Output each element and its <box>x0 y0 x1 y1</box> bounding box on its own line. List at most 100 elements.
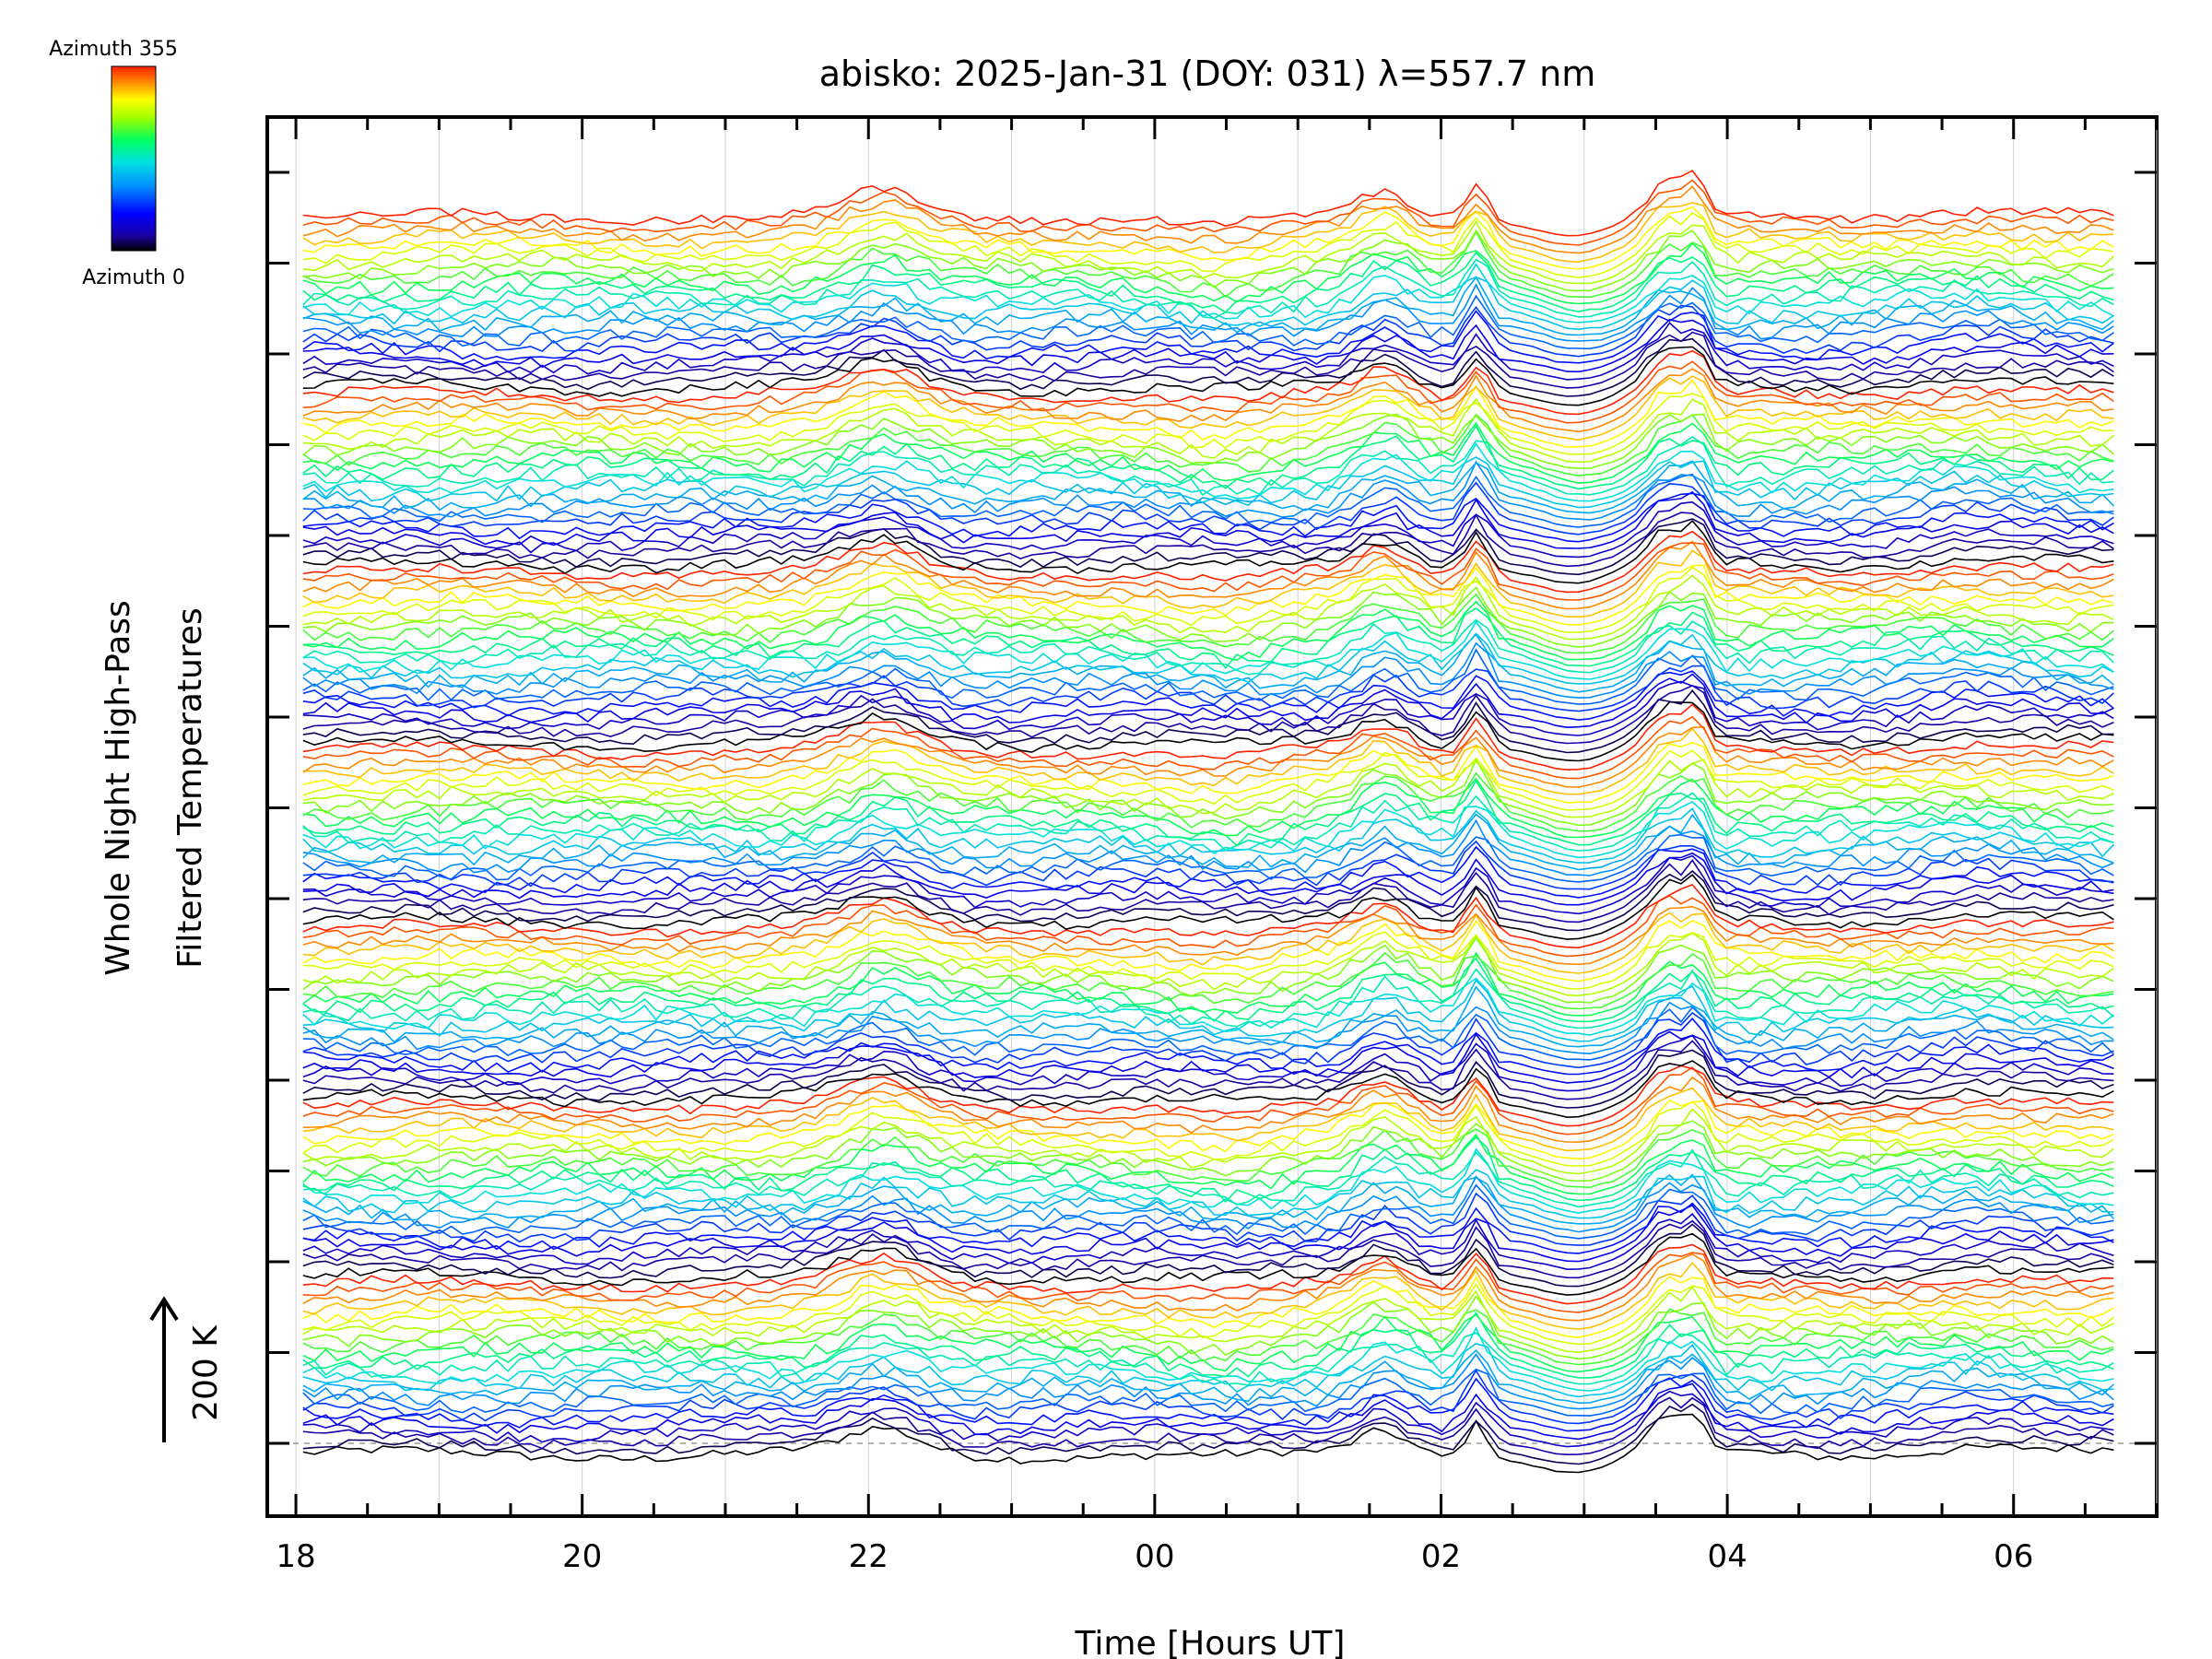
azimuth-trace <box>302 283 2114 342</box>
azimuth-trace <box>302 968 2114 1030</box>
colorbar-gradient <box>111 65 157 252</box>
azimuth-trace <box>302 1276 2114 1338</box>
azimuth-trace <box>302 512 2114 568</box>
azimuth-trace <box>302 219 2114 285</box>
x-tick-label: 06 <box>1994 1538 2033 1575</box>
azimuth-trace <box>302 919 2114 982</box>
azimuth-trace <box>302 873 2114 940</box>
azimuth-trace <box>302 1030 2114 1084</box>
azimuth-trace <box>302 806 2114 864</box>
azimuth-trace <box>302 460 2114 514</box>
azimuth-trace <box>302 979 2114 1042</box>
azimuth-trace <box>302 397 2114 464</box>
azimuth-trace <box>302 179 2114 246</box>
azimuth-trace <box>302 1034 2114 1092</box>
azimuth-trace <box>302 170 2114 237</box>
azimuth-trace <box>302 436 2114 497</box>
azimuth-trace <box>302 481 2114 535</box>
x-tick-label: 22 <box>849 1538 888 1575</box>
azimuth-trace <box>302 413 2114 470</box>
azimuth-trace <box>302 1120 2114 1182</box>
azimuth-trace <box>302 632 2114 685</box>
azimuth-trace <box>302 490 2114 549</box>
azimuth-trace <box>302 349 2114 416</box>
colorbar-top-label: Azimuth 355 <box>49 38 178 61</box>
azimuth-trace <box>302 852 2114 906</box>
azimuth-trace <box>302 1283 2114 1346</box>
traces <box>302 170 2115 1474</box>
azimuth-trace <box>302 1348 2114 1405</box>
azimuth-trace <box>302 424 2114 490</box>
azimuth-trace <box>302 368 2114 433</box>
azimuth-trace <box>302 566 2114 633</box>
azimuth-trace <box>302 1183 2114 1240</box>
azimuth-trace <box>302 1040 2114 1100</box>
azimuth-trace <box>302 951 2114 1017</box>
x-tick-label: 04 <box>1707 1538 1747 1575</box>
azimuth-trace <box>302 542 2114 601</box>
scale-arrow-head <box>149 1296 179 1322</box>
azimuth-trace <box>302 741 2114 804</box>
azimuth-trace <box>302 304 2114 358</box>
azimuth-trace <box>302 912 2114 974</box>
x-tick-label: 20 <box>562 1538 602 1575</box>
azimuth-trace <box>302 932 2114 997</box>
azimuth-trace <box>302 883 2114 949</box>
colorbar: Azimuth 355 Azimuth 0 <box>49 38 185 289</box>
azimuth-trace <box>302 1326 2114 1392</box>
azimuth-trace <box>302 607 2114 670</box>
azimuth-trace <box>302 242 2114 305</box>
azimuth-trace <box>302 684 2114 745</box>
azimuth-trace <box>302 1169 2114 1219</box>
azimuth-trace <box>302 337 2114 397</box>
azimuth-trace <box>302 379 2114 448</box>
azimuth-trace <box>302 1253 2114 1322</box>
azimuth-trace <box>302 1066 2114 1135</box>
azimuth-trace <box>302 665 2114 712</box>
azimuth-trace <box>302 442 2114 502</box>
chart-title: abisko: 2025-Jan-31 (DOY: 031) λ=557.7 n… <box>819 53 1596 94</box>
azimuth-trace <box>302 985 2114 1048</box>
azimuth-trace <box>302 456 2114 509</box>
azimuth-trace <box>302 1011 2114 1069</box>
azimuth-trace <box>302 894 2114 958</box>
azimuth-trace <box>302 586 2114 648</box>
azimuth-trace <box>302 1128 2114 1189</box>
azimuth-trace <box>302 957 2114 1023</box>
azimuth-trace <box>302 185 2114 254</box>
azimuth-trace <box>302 620 2114 680</box>
azimuth-trace <box>302 1223 2114 1288</box>
azimuth-trace <box>302 1308 2114 1366</box>
azimuth-trace <box>302 1413 2114 1474</box>
azimuth-trace <box>302 1147 2114 1214</box>
azimuth-trace <box>302 1353 2114 1410</box>
azimuth-trace <box>302 473 2114 528</box>
azimuth-trace <box>302 564 2114 626</box>
azimuth-trace <box>302 1100 2114 1167</box>
azimuth-trace <box>302 206 2114 270</box>
azimuth-trace <box>302 1135 2114 1204</box>
azimuth-trace <box>302 263 2114 324</box>
azimuth-trace <box>302 759 2114 818</box>
azimuth-trace <box>302 530 2114 594</box>
azimuth-trace <box>302 859 2114 924</box>
azimuth-trace <box>302 318 2114 373</box>
scale-label: 200 K <box>187 1324 225 1421</box>
azimuth-trace <box>302 1202 2114 1254</box>
azimuth-trace <box>302 1204 2114 1263</box>
azimuth-trace <box>302 294 2114 350</box>
x-tick-label: 02 <box>1421 1538 1461 1575</box>
azimuth-trace <box>302 792 2114 852</box>
azimuth-trace <box>302 1076 2114 1144</box>
y-axis-label-line2: Filtered Temperatures <box>171 607 209 969</box>
azimuth-trace <box>302 845 2114 899</box>
azimuth-trace <box>302 600 2114 662</box>
azimuth-trace <box>302 951 2114 1010</box>
azimuth-trace <box>302 1100 2114 1160</box>
azimuth-trace <box>302 703 2114 771</box>
azimuth-trace <box>302 421 2114 484</box>
azimuth-trace <box>302 818 2114 877</box>
azimuth-trace <box>302 1368 2114 1417</box>
azimuth-trace <box>302 346 2114 406</box>
azimuth-trace <box>302 931 2114 990</box>
